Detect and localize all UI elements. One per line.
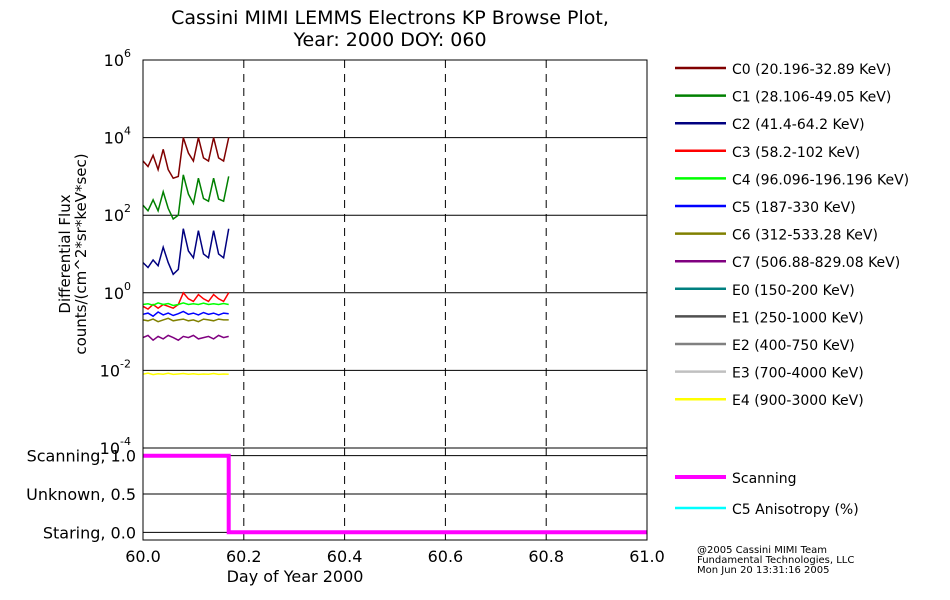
top-y-tick-label: 104 — [104, 125, 131, 148]
y-axis-label-line2: counts/(cm^2*sr*keV*sec) — [72, 153, 90, 354]
legend-label-4: C4 (96.096-196.196 KeV) — [732, 172, 909, 188]
bottom-y-tick-label: Staring, 0.0 — [43, 523, 136, 542]
x-tick-label: 60.0 — [125, 547, 161, 566]
legend-label-2: C2 (41.4-64.2 KeV) — [732, 117, 865, 133]
legend-label-9: E1 (250-1000 KeV) — [732, 310, 864, 326]
data-line-series-1 — [142, 174, 230, 221]
data-line-series-5 — [142, 310, 229, 318]
x-tick-label: 60.4 — [327, 547, 363, 566]
data-line-series-12 — [142, 372, 229, 376]
x-tick-label: 60.2 — [226, 547, 262, 566]
data-line-series-0 — [142, 137, 230, 180]
legend-label-7: C7 (506.88-829.08 KeV) — [732, 255, 900, 271]
legend-label-5: C5 (187-330 KeV) — [732, 200, 856, 216]
legend-label-3: C3 (58.2-102 KeV) — [732, 145, 860, 161]
data-line-status-0 — [143, 453, 647, 535]
credit-copyright: @2005 Cassini MIMI Team — [697, 545, 827, 556]
data-line-series-4 — [142, 302, 229, 307]
top-y-tick-label: 10-4 — [100, 435, 131, 458]
x-tick-label: 60.8 — [528, 547, 564, 566]
data-line-series-6 — [142, 317, 229, 323]
data-line-series-2 — [142, 228, 230, 276]
top-y-tick-label: 10-2 — [100, 357, 131, 380]
legend-label-1: C1 (28.106-49.05 KeV) — [732, 90, 891, 106]
chart-title-line1: Cassini MIMI LEMMS Electrons KP Browse P… — [171, 7, 609, 29]
legend-label-6: C6 (312-533.28 KeV) — [732, 228, 878, 244]
x-axis-label: Day of Year 2000 — [227, 567, 364, 586]
x-tick-label: 61.0 — [629, 547, 665, 566]
data-line-series-7 — [142, 334, 229, 342]
chart-title-line2: Year: 2000 DOY: 060 — [293, 29, 487, 51]
legend-label-0: C0 (20.196-32.89 KeV) — [732, 62, 891, 78]
top-y-tick-label: 100 — [104, 280, 131, 303]
data-line-series-3 — [142, 291, 230, 311]
top-y-tick-label: 102 — [104, 202, 131, 225]
legend-label-10: E2 (400-750 KeV) — [732, 338, 855, 354]
legend-status-label-0: Scanning — [732, 471, 797, 487]
credit-company: Fundamental Technologies, LLC — [697, 555, 855, 566]
legend-label-12: E4 (900-3000 KeV) — [732, 393, 864, 409]
legend-status-label-1: C5 Anisotropy (%) — [732, 502, 859, 518]
bottom-y-tick-label: Scanning, 1.0 — [27, 447, 136, 466]
credit-timestamp: Mon Jun 20 13:31:16 2005 — [697, 565, 830, 576]
legend-label-8: E0 (150-200 KeV) — [732, 283, 855, 299]
y-axis-label-line1: Differential Flux — [56, 194, 74, 313]
bottom-y-tick-label: Unknown, 0.5 — [26, 485, 136, 504]
legend-label-11: E3 (700-4000 KeV) — [732, 366, 864, 382]
top-y-tick-label: 106 — [104, 47, 131, 70]
bottom-plot-frame — [142, 447, 648, 541]
x-tick-label: 60.6 — [428, 547, 464, 566]
